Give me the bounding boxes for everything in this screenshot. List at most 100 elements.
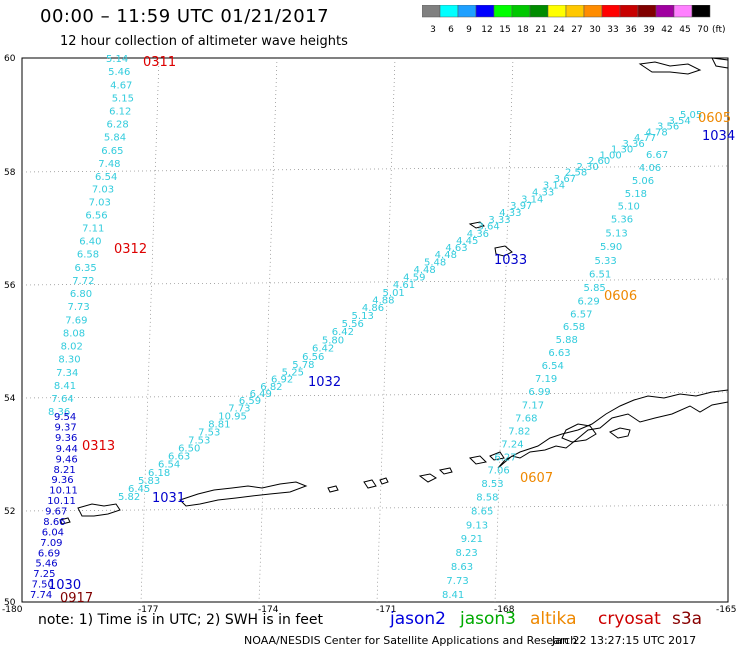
- wave-height-value: 6.54: [95, 172, 117, 183]
- wave-height-value: 8.36: [48, 407, 70, 418]
- satellite-label: altika: [530, 609, 577, 629]
- wave-height-value: 6.56: [85, 211, 107, 222]
- wave-height-value: 7.03: [89, 198, 111, 209]
- wave-height-value: 4.86: [362, 303, 384, 314]
- wave-height-value: 3.36: [622, 139, 644, 150]
- lat-label: 50: [4, 598, 16, 608]
- wave-height-value: 8.23: [456, 548, 478, 559]
- wave-height-value: 5.14: [106, 54, 128, 65]
- wave-height-value: 5.80: [322, 335, 344, 346]
- satellite-label: s3a: [672, 609, 703, 629]
- lon-label: -180: [2, 605, 23, 615]
- wave-height-value: 3.54: [668, 116, 690, 127]
- wave-height-value: 8.65: [471, 507, 493, 518]
- grid-meridian: [494, 57, 514, 603]
- colorbar-tick: 18: [517, 25, 529, 35]
- wave-height-value: 8.63: [451, 562, 473, 573]
- grid-parallel: [21, 391, 729, 399]
- wave-height-value: 6.63: [168, 452, 190, 463]
- wave-height-value: 6.45: [128, 484, 150, 495]
- wave-height-value: 3.97: [510, 201, 532, 212]
- wave-height-value: 6.40: [79, 237, 101, 248]
- wave-height-value: 1.00: [599, 150, 621, 161]
- pass-id-label: 0606: [604, 289, 637, 304]
- wave-height-value: 7.24: [501, 440, 523, 451]
- credit-text: NOAA/NESDIS Center for Satellite Applica…: [244, 634, 578, 647]
- pass-id-label: 1034: [702, 129, 735, 144]
- lat-label: 60: [4, 54, 16, 64]
- pass-id-label: 0311: [143, 55, 176, 70]
- lon-label: -171: [376, 605, 396, 615]
- wave-height-value: 6.27: [494, 453, 516, 464]
- colorbar-unit: (ft): [712, 25, 726, 35]
- wave-height-value: 4.48: [435, 250, 457, 261]
- wave-height-value: 6.54: [542, 361, 564, 372]
- lon-label: -177: [138, 605, 158, 615]
- wave-height-value: 9.67: [45, 506, 67, 517]
- wave-height-value: 5.15: [112, 94, 134, 105]
- wave-height-value: 6.63: [548, 348, 570, 359]
- wave-height-value: 6.42: [332, 327, 354, 338]
- wave-height-value: 7.69: [65, 315, 87, 326]
- wave-height-value: 6.42: [312, 344, 334, 355]
- wave-height-value: 7.53: [188, 436, 210, 447]
- map-frame: [21, 57, 729, 603]
- wave-height-value: 9.36: [55, 433, 77, 444]
- wave-height-value: 5.36: [611, 215, 633, 226]
- colorbar-swatch: [691, 5, 711, 18]
- wave-height-value: 10.95: [218, 411, 247, 422]
- wave-height-value: 7.72: [72, 276, 94, 287]
- lat-lon-grid: [21, 57, 729, 603]
- colorbar-tick: 12: [481, 25, 492, 35]
- colorbar-tick: 45: [679, 25, 690, 35]
- grid-parallel: [21, 504, 729, 512]
- wave-height-value: 6.49: [250, 389, 272, 400]
- wave-height-value: 5.84: [104, 133, 126, 144]
- wave-height-value: 6.92: [271, 375, 293, 386]
- colorbar-tick: 6: [448, 25, 454, 35]
- footer-note: note: 1) Time is in UTC; 2) SWH is in fe…: [38, 612, 324, 628]
- wave-height-value: 4.36: [467, 229, 489, 240]
- wave-height-value: 4.63: [445, 243, 467, 254]
- wave-height-value: 6.58: [77, 250, 99, 261]
- wave-height-value: 9.46: [56, 454, 78, 465]
- wave-height-value: 7.74: [30, 590, 52, 601]
- wave-height-value: 2.30: [576, 162, 598, 173]
- wave-height-value: 5.25: [282, 368, 304, 379]
- colorbar-tick: 39: [643, 25, 655, 35]
- wave-height-value: 9.36: [51, 475, 73, 486]
- colorbar-tick: 30: [589, 25, 601, 35]
- wave-height-value: 4.61: [393, 280, 415, 291]
- wave-height-value: 7.53: [198, 427, 220, 438]
- wave-height-value: 6.57: [570, 309, 592, 320]
- wave-height-value: 5.90: [600, 242, 622, 253]
- wave-height-value: 6.51: [589, 269, 611, 280]
- wave-height-value: 6.54: [158, 460, 180, 471]
- wave-height-value: 6.29: [577, 297, 599, 308]
- wave-height-value: 4.06: [639, 163, 661, 174]
- wave-height-value: 7.50: [32, 580, 54, 591]
- wave-height-value: 7.82: [508, 427, 530, 438]
- wave-height-value: 8.81: [208, 419, 230, 430]
- wave-height-value: 5.33: [594, 256, 616, 267]
- wave-height-value: 9.54: [54, 412, 76, 423]
- wave-height-value: 4.48: [414, 265, 436, 276]
- pass-id-label: 0917: [60, 591, 93, 606]
- grid-meridian: [258, 57, 278, 603]
- wave-height-value: 8.66: [43, 517, 65, 528]
- coastline-alaska-peninsula: [497, 389, 729, 469]
- pass-id-label: 1030: [48, 578, 81, 593]
- page-subtitle: 12 hour collection of altimeter wave hei…: [60, 34, 348, 49]
- wave-height-value: 5.46: [108, 67, 130, 78]
- coastline-aleutian-central: [327, 477, 389, 493]
- satellite-label: jason3: [460, 609, 516, 629]
- lat-label: 54: [4, 394, 16, 404]
- grid-parallel: [21, 278, 729, 286]
- wave-height-value: 4.33: [532, 188, 554, 199]
- wave-height-value: 5.18: [625, 189, 647, 200]
- wave-height-value: 8.41: [442, 590, 464, 601]
- coastline-aleutian-west: [59, 503, 121, 525]
- wave-height-value: 5.13: [352, 311, 374, 322]
- pass-id-label: 1031: [152, 491, 185, 506]
- wave-height-value: 4.88: [372, 296, 394, 307]
